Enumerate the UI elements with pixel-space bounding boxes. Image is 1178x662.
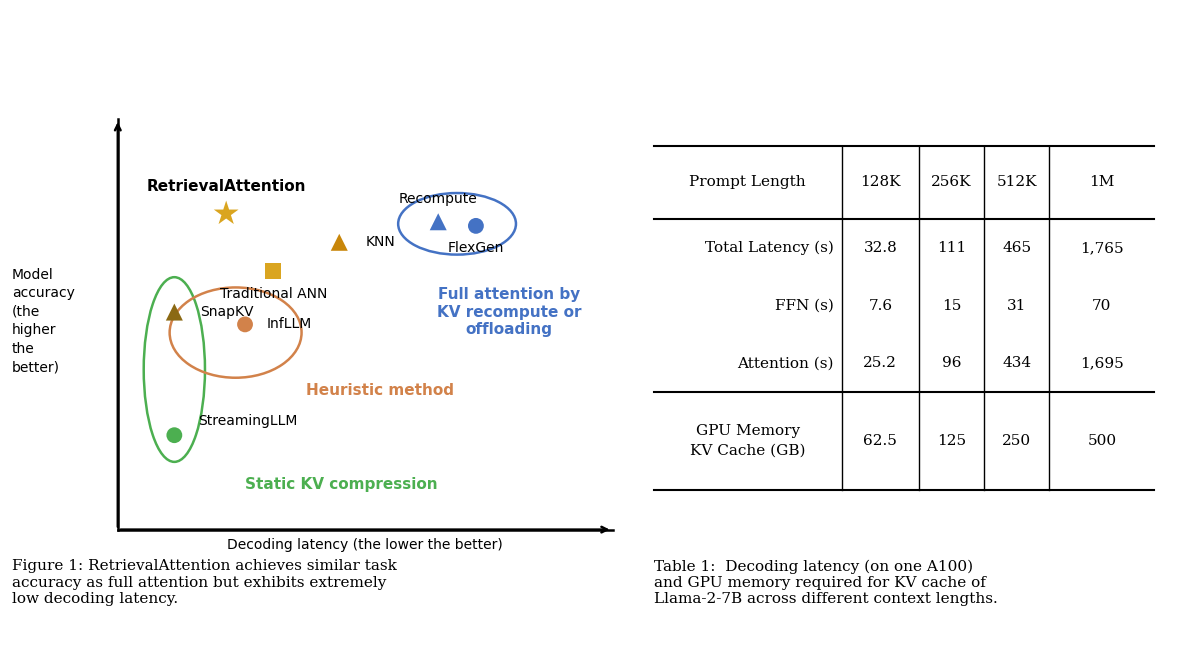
- Point: [264, 265, 283, 276]
- Text: FFN (s): FFN (s): [775, 299, 834, 312]
- Text: 96: 96: [942, 356, 961, 370]
- Text: Model
accuracy
(the
higher
the
better): Model accuracy (the higher the better): [12, 268, 74, 374]
- Text: 500: 500: [1087, 434, 1117, 448]
- Text: Static KV compression: Static KV compression: [245, 477, 438, 492]
- Text: RetrievalAttention: RetrievalAttention: [146, 179, 306, 195]
- Point: [466, 220, 485, 231]
- Text: FlexGen: FlexGen: [448, 242, 504, 256]
- Text: Prompt Length: Prompt Length: [689, 175, 806, 189]
- Text: 512K: 512K: [997, 175, 1037, 189]
- Text: 15: 15: [942, 299, 961, 312]
- Text: 1,765: 1,765: [1080, 241, 1124, 255]
- Text: 1,695: 1,695: [1080, 356, 1124, 370]
- Text: Table 1:  Decoding latency (on one A100)
and GPU memory required for KV cache of: Table 1: Decoding latency (on one A100) …: [654, 559, 998, 606]
- Text: StreamingLLM: StreamingLLM: [198, 414, 297, 428]
- Point: [429, 216, 448, 227]
- Text: Traditional ANN: Traditional ANN: [219, 287, 327, 301]
- Text: KNN: KNN: [365, 235, 395, 250]
- Point: [330, 237, 349, 248]
- Text: 111: 111: [937, 241, 966, 255]
- Point: [217, 209, 236, 219]
- Text: Recompute: Recompute: [399, 192, 477, 206]
- Text: 31: 31: [1007, 299, 1026, 312]
- Text: 70: 70: [1092, 299, 1112, 312]
- Text: 7.6: 7.6: [868, 299, 893, 312]
- Text: 32.8: 32.8: [863, 241, 898, 255]
- Text: 256K: 256K: [932, 175, 972, 189]
- Text: 465: 465: [1002, 241, 1031, 255]
- Text: InfLLM: InfLLM: [266, 317, 311, 332]
- X-axis label: Decoding latency (the lower the better): Decoding latency (the lower the better): [227, 538, 503, 552]
- Text: 250: 250: [1002, 434, 1031, 448]
- Text: Attention (s): Attention (s): [737, 356, 834, 370]
- Text: Total Latency (s): Total Latency (s): [706, 240, 834, 255]
- Text: Full attention by
KV recompute or
offloading: Full attention by KV recompute or offloa…: [437, 287, 581, 337]
- Text: GPU Memory
KV Cache (GB): GPU Memory KV Cache (GB): [690, 424, 806, 457]
- Text: 128K: 128K: [860, 175, 901, 189]
- Text: 1M: 1M: [1090, 175, 1114, 189]
- Text: Figure 1: RetrievalAttention achieves similar task
accuracy as full attention bu: Figure 1: RetrievalAttention achieves si…: [12, 559, 397, 606]
- Point: [165, 307, 184, 317]
- Text: 434: 434: [1002, 356, 1031, 370]
- Point: [236, 319, 254, 330]
- Text: Heuristic method: Heuristic method: [306, 383, 455, 398]
- Point: [165, 430, 184, 440]
- Text: 125: 125: [938, 434, 966, 448]
- Text: 25.2: 25.2: [863, 356, 898, 370]
- Text: 62.5: 62.5: [863, 434, 898, 448]
- Text: SnapKV: SnapKV: [200, 305, 253, 319]
